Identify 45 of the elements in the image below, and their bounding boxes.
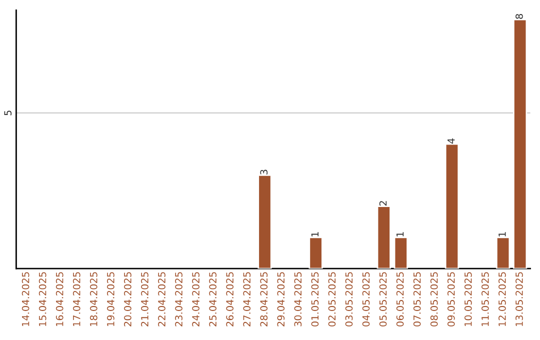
x-tick-label: 03.05.2025	[345, 272, 353, 326]
x-tick-label: 23.04.2025	[175, 272, 182, 326]
x-tick-label: 27.04.2025	[243, 272, 251, 326]
x-tick-label: 13.05.2025	[516, 272, 523, 326]
x-tick-label: 19.04.2025	[106, 272, 114, 326]
x-tick-label: 01.05.2025	[311, 272, 319, 326]
x-tick-label: 14.04.2025	[22, 272, 30, 326]
x-tick-label: 04.05.2025	[362, 272, 370, 326]
data-label: 4	[448, 138, 455, 144]
x-tick-label: 02.05.2025	[328, 272, 336, 326]
bar	[394, 236, 408, 269]
data-label: 3	[260, 170, 268, 174]
x-tick-label: 17.04.2025	[72, 272, 80, 326]
x-tick-label: 22.04.2025	[158, 272, 166, 326]
x-tick-label: 09.05.2025	[447, 272, 455, 326]
bar	[496, 236, 510, 269]
data-label: 1	[311, 232, 318, 236]
bar	[308, 236, 323, 269]
x-tick-label: 11.05.2025	[481, 272, 489, 326]
x-tick-label: 10.05.2025	[464, 272, 472, 326]
x-tick-label: 30.04.2025	[294, 272, 302, 326]
data-label: 2	[379, 201, 387, 206]
x-tick-label: 26.04.2025	[226, 272, 234, 326]
data-label: 1	[396, 232, 404, 236]
y-tick-label: 5	[4, 110, 12, 116]
bar	[376, 206, 391, 269]
data-label: 8	[516, 14, 523, 19]
x-tick-label: 16.04.2025	[56, 272, 64, 326]
x-tick-label: 20.04.2025	[124, 272, 132, 326]
data-label: 1	[498, 232, 506, 236]
x-tick-label: 29.04.2025	[277, 272, 285, 326]
x-tick-label: 08.05.2025	[430, 272, 438, 326]
x-tick-label: 25.04.2025	[209, 272, 216, 326]
x-tick-label: 06.05.2025	[396, 272, 404, 326]
x-tick-label: 18.04.2025	[90, 272, 98, 326]
x-tick-label: 05.05.2025	[379, 272, 387, 326]
x-tick-label: 21.04.2025	[141, 272, 148, 326]
x-tick-label: 15.04.2025	[38, 272, 46, 326]
x-tick-label: 07.05.2025	[413, 272, 421, 326]
bar	[444, 143, 460, 269]
x-tick-label: 12.05.2025	[498, 272, 506, 326]
bar	[512, 18, 528, 269]
bar	[258, 174, 272, 269]
x-tick-label: 28.04.2025	[260, 272, 268, 326]
x-tick-label: 24.04.2025	[192, 272, 200, 326]
